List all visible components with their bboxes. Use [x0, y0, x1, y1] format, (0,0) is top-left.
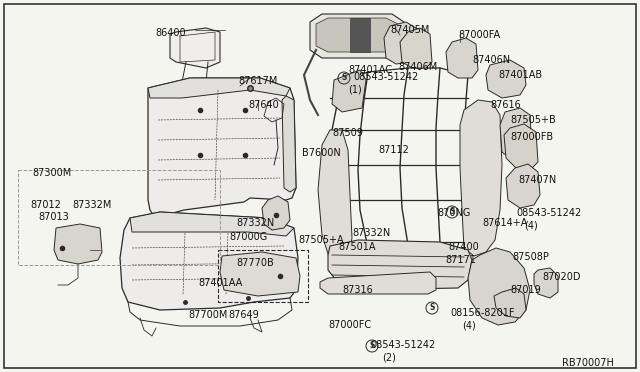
Polygon shape	[130, 212, 294, 236]
Text: 87171: 87171	[445, 255, 476, 265]
Polygon shape	[120, 212, 298, 310]
Text: 87020D: 87020D	[542, 272, 580, 282]
Polygon shape	[310, 14, 404, 58]
Polygon shape	[350, 18, 370, 52]
Polygon shape	[400, 28, 432, 68]
Polygon shape	[504, 124, 538, 170]
Text: 87401AA: 87401AA	[198, 278, 243, 288]
Polygon shape	[262, 196, 290, 230]
Text: S: S	[449, 208, 454, 217]
Text: (1): (1)	[348, 84, 362, 94]
Polygon shape	[148, 78, 296, 218]
Text: (4): (4)	[524, 220, 538, 230]
Polygon shape	[148, 78, 290, 98]
Text: 87000G: 87000G	[229, 232, 268, 242]
Text: RB70007H: RB70007H	[562, 358, 614, 368]
Text: 86400: 86400	[155, 28, 186, 38]
Text: 87019: 87019	[510, 285, 541, 295]
Text: 87332M: 87332M	[72, 200, 111, 210]
Text: 08543-51242: 08543-51242	[516, 208, 581, 218]
Text: 08543-51242: 08543-51242	[370, 340, 435, 350]
Polygon shape	[318, 130, 352, 265]
Text: 87000FA: 87000FA	[458, 30, 500, 40]
Text: 87400: 87400	[448, 242, 479, 252]
Text: 08543-51242: 08543-51242	[353, 72, 419, 82]
Text: 87614+A: 87614+A	[482, 218, 527, 228]
Text: S: S	[341, 74, 347, 83]
Text: (2): (2)	[382, 352, 396, 362]
Text: 87405M: 87405M	[390, 25, 429, 35]
Polygon shape	[506, 164, 540, 208]
Text: 87700M: 87700M	[188, 310, 227, 320]
Text: 87406N: 87406N	[472, 55, 510, 65]
Text: 87013: 87013	[38, 212, 68, 222]
Polygon shape	[328, 240, 472, 290]
Text: 87332N: 87332N	[352, 228, 390, 238]
Polygon shape	[220, 252, 300, 296]
Text: 87640: 87640	[248, 100, 279, 110]
Text: S: S	[369, 341, 374, 350]
Text: 87505+B: 87505+B	[510, 115, 556, 125]
Text: 08156-8201F: 08156-8201F	[450, 308, 515, 318]
Text: B7600N: B7600N	[302, 148, 340, 158]
Polygon shape	[54, 224, 102, 264]
Polygon shape	[494, 288, 526, 318]
Text: (4): (4)	[462, 320, 476, 330]
Polygon shape	[534, 268, 558, 298]
Polygon shape	[282, 96, 296, 192]
Polygon shape	[446, 38, 478, 78]
Text: 87401AC: 87401AC	[348, 65, 392, 75]
Text: 87508P: 87508P	[512, 252, 549, 262]
Text: 87300M: 87300M	[32, 168, 71, 178]
Polygon shape	[170, 28, 220, 68]
Polygon shape	[332, 70, 366, 112]
Text: 87505+A: 87505+A	[298, 235, 344, 245]
Text: S: S	[429, 304, 435, 312]
Text: 87406M: 87406M	[398, 62, 437, 72]
Text: 87000FC: 87000FC	[328, 320, 371, 330]
Text: 87770B: 87770B	[236, 258, 274, 268]
Text: 87401AB: 87401AB	[498, 70, 542, 80]
Text: 87501A: 87501A	[338, 242, 376, 252]
Polygon shape	[468, 248, 530, 325]
Polygon shape	[384, 22, 418, 64]
Polygon shape	[460, 100, 502, 256]
Text: 87000FB: 87000FB	[510, 132, 553, 142]
Polygon shape	[316, 18, 398, 52]
Text: 87316: 87316	[342, 285, 372, 295]
Text: 87332N: 87332N	[236, 218, 275, 228]
Text: 870NG: 870NG	[437, 208, 470, 218]
Polygon shape	[320, 272, 436, 294]
Text: 87112: 87112	[378, 145, 409, 155]
Text: 87407N: 87407N	[518, 175, 556, 185]
Text: 87616: 87616	[490, 100, 521, 110]
Text: 87509: 87509	[332, 128, 363, 138]
Polygon shape	[500, 108, 532, 160]
Text: 87617M: 87617M	[238, 76, 277, 86]
Text: 87012: 87012	[30, 200, 61, 210]
Polygon shape	[486, 60, 526, 98]
Text: 87649: 87649	[228, 310, 259, 320]
